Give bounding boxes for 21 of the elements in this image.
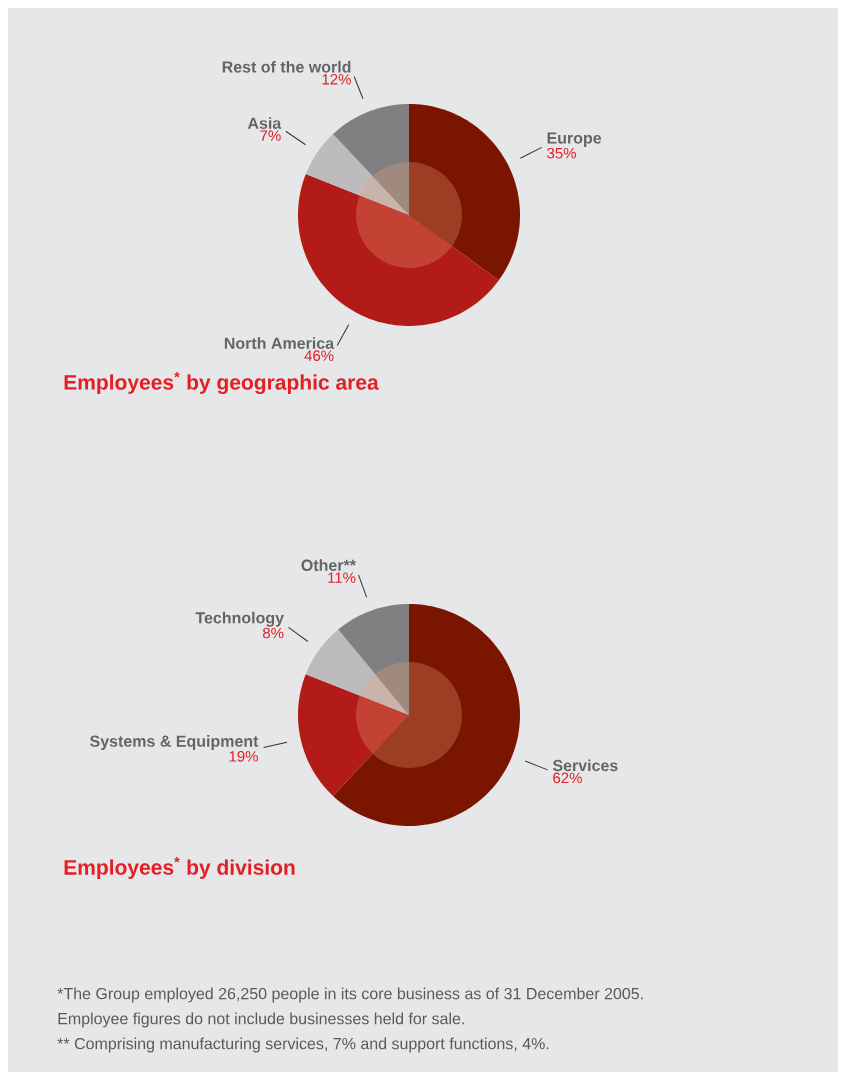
data-label: 8% xyxy=(263,627,284,639)
slice-label: Asia xyxy=(247,117,282,129)
data-label: 62% xyxy=(553,772,582,784)
slice-label: Services xyxy=(552,759,618,772)
slice-label: Rest of the world xyxy=(222,60,351,73)
data-label: 12% xyxy=(322,74,351,85)
data-label: 7% xyxy=(260,130,281,141)
slice-label: Other** xyxy=(301,559,356,571)
slice-label: North America xyxy=(224,337,335,349)
data-label: 35% xyxy=(547,147,576,159)
text: Employee figures do not include businesses held for sale. xyxy=(58,1012,464,1028)
data-label: 46% xyxy=(304,350,334,361)
text: Employees$^{*}$ by geographic area xyxy=(64,371,379,395)
text: Employees$^{*}$ by division xyxy=(64,856,295,879)
slice-label: Europe xyxy=(547,132,602,147)
data-label: 11% xyxy=(328,572,356,583)
text: ** Comprising manufacturing services, 7% and support functions, 4%. xyxy=(57,1037,549,1053)
slice-label: Technology xyxy=(195,611,284,627)
slice-label: Systems & Equipment xyxy=(90,735,259,751)
text: *The Group employed 26,250 people in its core business as of 31 December 2005. xyxy=(57,987,643,1003)
data-label: 19% xyxy=(229,751,258,762)
